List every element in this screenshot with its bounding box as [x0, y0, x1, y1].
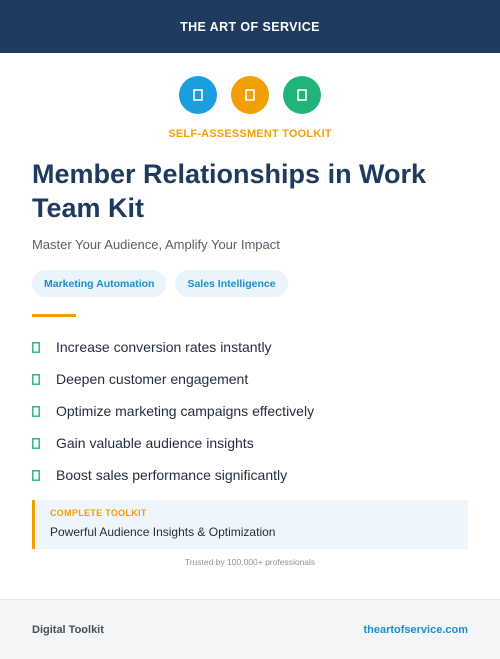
check-box-icon — [32, 437, 56, 449]
header-band: THE ART OF SERVICE — [0, 0, 500, 53]
benefit-item: Boost sales performance significantly — [32, 459, 472, 491]
tag-sales-intelligence: Sales Intelligence — [175, 270, 288, 297]
check-box-icon — [32, 341, 56, 353]
toolkit-callout: COMPLETE TOOLKIT Powerful Audience Insig… — [32, 500, 468, 549]
check-box-icon — [32, 373, 56, 385]
trust-line: Trusted by 100,000+ professionals — [184, 557, 316, 567]
check-box-icon — [32, 469, 56, 481]
benefit-text: Increase conversion rates instantly — [56, 339, 272, 355]
icon-row — [0, 76, 500, 114]
benefit-list: Increase conversion rates instantly Deep… — [32, 331, 472, 491]
callout-kicker: COMPLETE TOOLKIT — [50, 508, 147, 518]
website-link[interactable]: theartofservice.com — [363, 623, 468, 636]
benefit-item: Deepen customer engagement — [32, 363, 472, 395]
footer: Digital Toolkit theartofservice.com — [0, 599, 500, 659]
benefit-text: Boost sales performance significantly — [56, 467, 288, 483]
toolkit-kicker: SELF-ASSESSMENT TOOLKIT — [168, 128, 332, 140]
benefit-text: Deepen customer engagement — [56, 371, 249, 387]
brand-name: THE ART OF SERVICE — [180, 19, 320, 34]
benefit-text: Optimize marketing campaigns effectively — [56, 403, 315, 419]
blue-rectangle-icon — [179, 76, 217, 114]
footer-label: Digital Toolkit — [32, 623, 104, 636]
benefit-item: Optimize marketing campaigns effectively — [32, 395, 472, 427]
callout-text: Powerful Audience Insights & Optimizatio… — [50, 525, 276, 539]
green-rectangle-icon — [283, 76, 321, 114]
accent-divider — [32, 314, 76, 317]
benefit-item: Increase conversion rates instantly — [32, 331, 472, 363]
subtitle: Master Your Audience, Amplify Your Impac… — [32, 237, 280, 252]
check-box-icon — [32, 405, 56, 417]
benefit-text: Gain valuable audience insights — [56, 435, 254, 451]
tag-marketing-automation: Marketing Automation — [32, 270, 167, 297]
page-title: Member Relationships in Work Team Kit — [32, 159, 427, 223]
orange-rectangle-icon — [231, 76, 269, 114]
benefit-item: Gain valuable audience insights — [32, 427, 472, 459]
tag-list: Marketing Automation Sales Intelligence — [32, 270, 288, 297]
